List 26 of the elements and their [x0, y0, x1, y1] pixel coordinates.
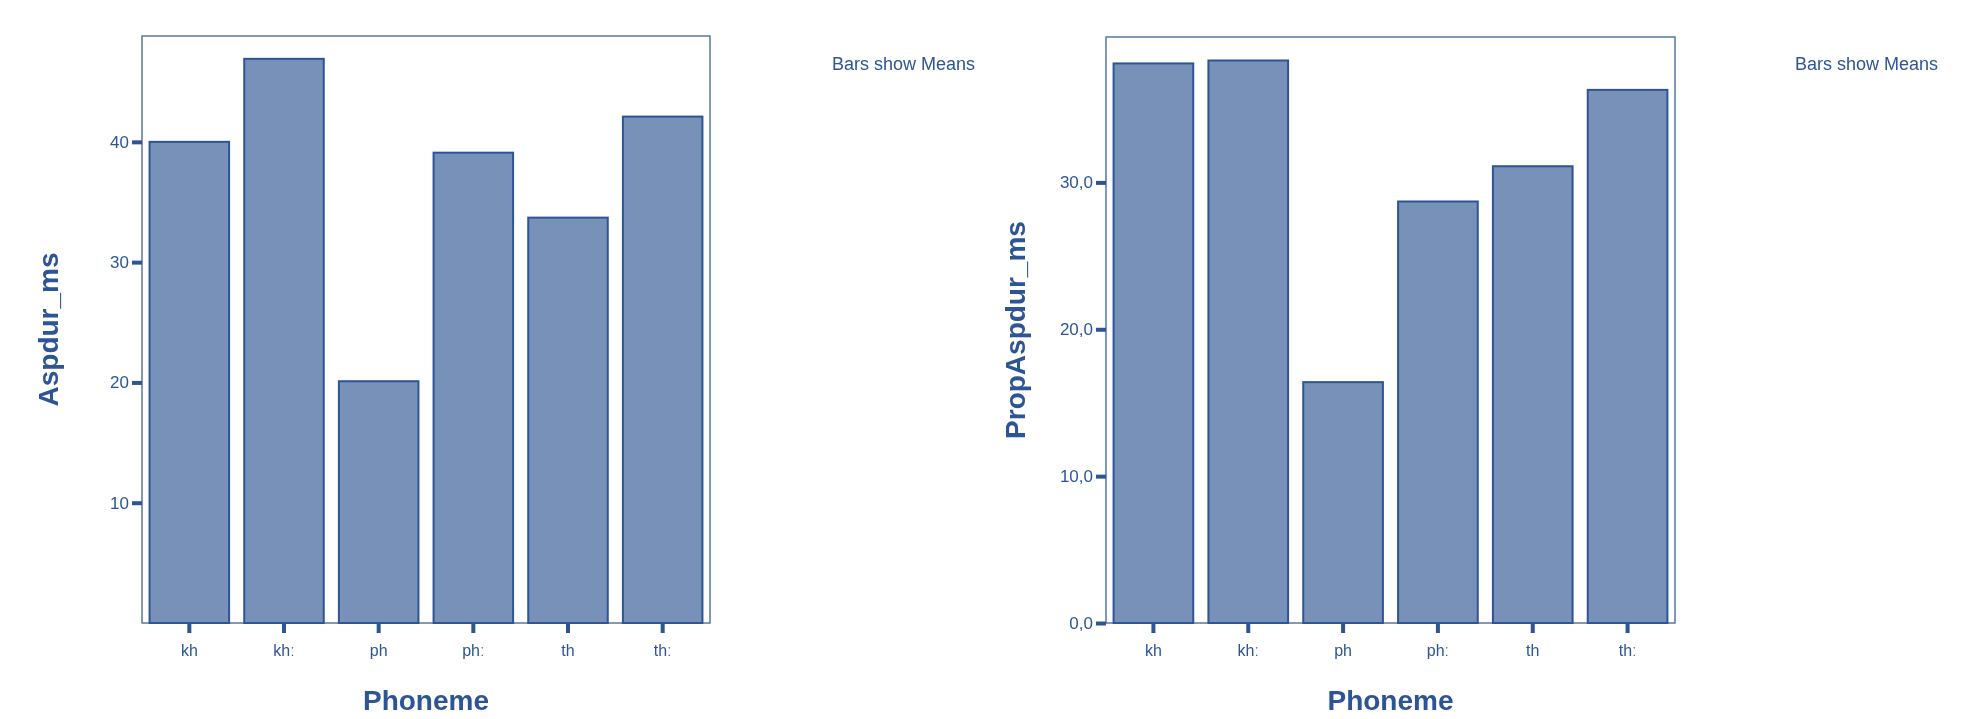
- text: Bars show Means: [832, 54, 976, 74]
- y-tick-label: 20,0: [1059, 320, 1093, 340]
- x-axis-title: Phoneme: [1327, 685, 1454, 716]
- x-tick-label: phː: [1426, 642, 1450, 660]
- y-tick-label: 30,0: [1059, 173, 1093, 193]
- x-tick-label: ph: [1334, 642, 1352, 660]
- x-tick-label: khː: [1237, 642, 1259, 660]
- y-tick-label: 0,0: [1069, 613, 1093, 633]
- x-tick-label: kh: [1144, 642, 1162, 660]
- x-tick-label: th: [561, 642, 575, 660]
- x-tick-label: khː: [273, 642, 295, 660]
- y-tick-label: 40: [110, 132, 129, 152]
- y-axis-title: PropAspdur_ms: [1000, 221, 1031, 439]
- x-tick-label: thː: [1618, 642, 1637, 660]
- x-tick-label: th: [1526, 642, 1540, 660]
- x-axis-title: Phoneme: [362, 685, 490, 716]
- x-tick-label: kh: [180, 642, 198, 660]
- y-tick-label: 20: [110, 373, 129, 393]
- x-tick-label: thː: [653, 642, 672, 660]
- y-tick-label: 30: [110, 253, 129, 273]
- y-tick-label: 10,0: [1059, 467, 1093, 487]
- text: Bars show Means: [1795, 54, 1939, 74]
- x-tick-label: phː: [462, 642, 485, 660]
- y-tick-label: 10: [110, 493, 129, 513]
- y-axis-title: Aspdur_ms: [33, 252, 64, 407]
- x-tick-label: ph: [369, 642, 388, 660]
